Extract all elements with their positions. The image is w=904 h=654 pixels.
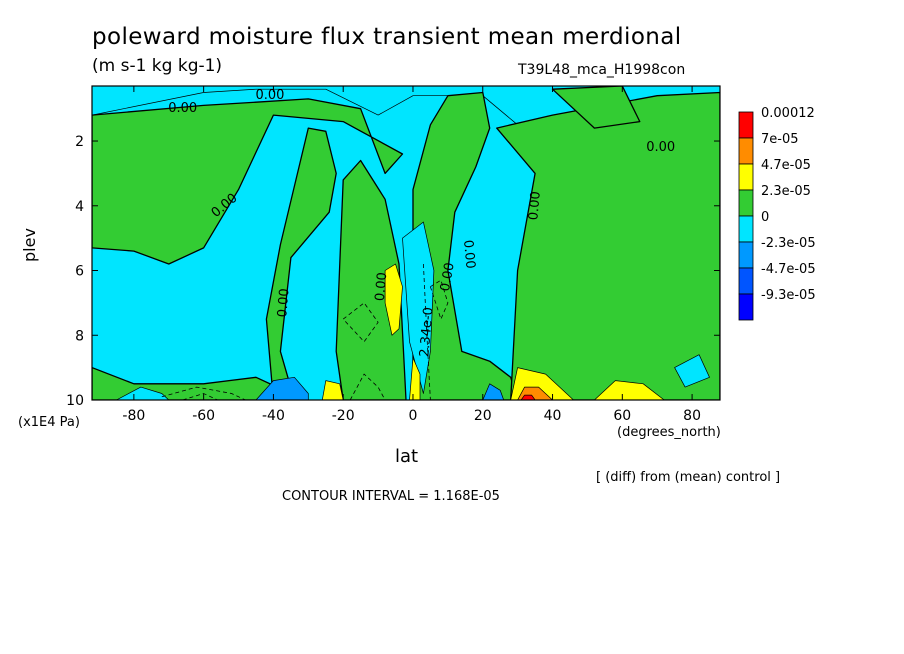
y-tick-label-4: 10 <box>66 393 84 409</box>
x-axis-units: (degrees_north) <box>617 425 721 440</box>
dataset-label: T39L48_mca_H1998con <box>518 62 686 78</box>
contour-region-6 <box>496 91 720 400</box>
contour-region-17 <box>594 380 665 400</box>
negative-contour-2 <box>342 302 379 343</box>
legend-swatch-5 <box>738 241 754 269</box>
color-legend: 0.00012 7e-05 4.7e-05 2.3e-05 0 -2.3e-05 -4.7e… <box>738 106 816 321</box>
legend-swatch-7 <box>738 293 754 321</box>
legend-swatch-0 <box>738 111 754 139</box>
contour-region-13 <box>384 263 403 336</box>
contour-region-2 <box>265 127 337 400</box>
contour-region-1 <box>92 98 404 265</box>
legend-swatch-1 <box>738 137 754 165</box>
contour-region-14 <box>321 380 344 400</box>
y-axis-units: (x1E4 Pa) <box>18 415 80 430</box>
legend-swatch-3 <box>738 189 754 217</box>
contour-region-3 <box>335 159 407 400</box>
contour-label-7: 0.00 <box>460 239 477 269</box>
negative-contour-0 <box>161 386 246 400</box>
y-tick-label-1: 4 <box>75 199 84 215</box>
contour-label-0: 0.00 <box>168 101 197 116</box>
chart-title: poleward moisture flux transient mean me… <box>92 24 682 50</box>
negative-contour-5 <box>423 263 431 400</box>
contour-label-1: 0.00 <box>255 88 284 103</box>
legend-label-0: 0.00012 <box>761 106 815 121</box>
diff-note: [ (diff) from (mean) control ] <box>596 470 781 485</box>
legend-label-3: 2.3e-05 <box>761 184 811 199</box>
legend-swatch-4 <box>738 215 754 243</box>
contour-region-9 <box>674 354 710 388</box>
legend-label-4: 0 <box>761 210 769 225</box>
negative-contour-4 <box>349 373 386 400</box>
contour-region-11 <box>255 376 309 400</box>
x-tick-label-5: 20 <box>474 408 492 424</box>
x-axis-label: lat <box>395 446 419 467</box>
legend-label-6: -4.7e-05 <box>761 262 816 277</box>
contour-region-7 <box>551 86 641 129</box>
legend-label-1: 7e-05 <box>761 132 799 147</box>
contour-label-2: 0.00 <box>646 140 675 155</box>
plot-frame <box>91 85 721 401</box>
y-tick-label-0: 2 <box>75 134 84 150</box>
legend-label-7: -9.3e-05 <box>761 288 816 303</box>
legend-swatch-6 <box>738 267 754 295</box>
contour-region-15 <box>409 357 421 400</box>
chart-units: (m s-1 kg kg-1) <box>92 56 223 76</box>
x-axis: -80 -60 -40 -20 0 20 40 60 80 <box>122 86 701 424</box>
contour-region-0 <box>92 86 720 168</box>
contour-label-9: 2.34e-0 <box>417 307 436 358</box>
contour-region-8 <box>402 221 435 394</box>
negative-contours <box>161 263 449 400</box>
x-tick-label-1: -60 <box>192 408 215 424</box>
negative-contour-3 <box>430 279 449 321</box>
legend-label-2: 4.7e-05 <box>761 158 811 173</box>
x-tick-label-2: -40 <box>262 408 285 424</box>
plot-area: 0.000.000.000.000.000.00 0.000.000.002.34… <box>91 85 721 401</box>
negative-contour-1 <box>182 393 218 400</box>
x-tick-label-6: 40 <box>544 408 562 424</box>
y-tick-label-3: 8 <box>75 328 84 344</box>
legend-swatch-2 <box>738 163 754 191</box>
contour-label-6: 0.00 <box>438 261 458 292</box>
x-tick-label-4: 0 <box>409 408 418 424</box>
y-tick-label-2: 6 <box>75 264 84 280</box>
contour-label-8: 0.00 <box>526 191 543 221</box>
contour-label-4: 0.00 <box>275 288 292 318</box>
y-axis-label: plev <box>20 228 39 262</box>
x-tick-label-0: -80 <box>122 408 145 424</box>
contour-label-5: 0.00 <box>373 272 390 302</box>
contour-labels: 0.000.000.000.000.000.00 0.000.000.002.34… <box>168 88 675 357</box>
legend-label-5: -2.3e-05 <box>761 236 816 251</box>
contour-interval-label: CONTOUR INTERVAL = 1.168E-05 <box>282 489 500 504</box>
x-tick-label-8: 80 <box>683 408 701 424</box>
y-axis: 2 4 6 8 10 <box>66 134 720 409</box>
x-tick-label-3: -20 <box>332 408 355 424</box>
contour-region-19 <box>520 394 536 400</box>
x-tick-label-7: 60 <box>613 408 631 424</box>
contour-region-12 <box>482 383 505 400</box>
contour-region-10 <box>116 386 170 400</box>
contour-fields <box>92 86 720 400</box>
